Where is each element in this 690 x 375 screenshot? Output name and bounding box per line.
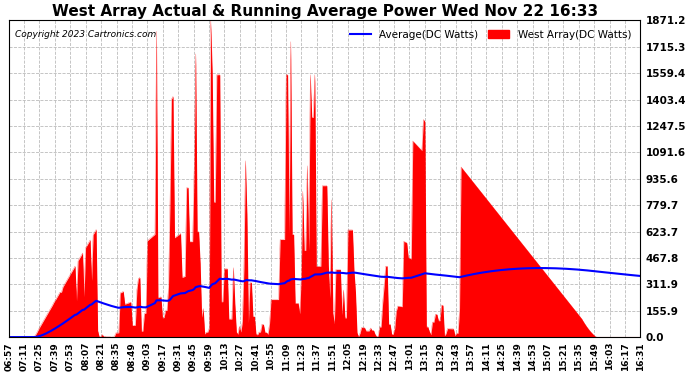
Legend: Average(DC Watts), West Array(DC Watts): Average(DC Watts), West Array(DC Watts)	[346, 26, 635, 44]
Title: West Array Actual & Running Average Power Wed Nov 22 16:33: West Array Actual & Running Average Powe…	[52, 4, 598, 19]
Text: Copyright 2023 Cartronics.com: Copyright 2023 Cartronics.com	[15, 30, 156, 39]
